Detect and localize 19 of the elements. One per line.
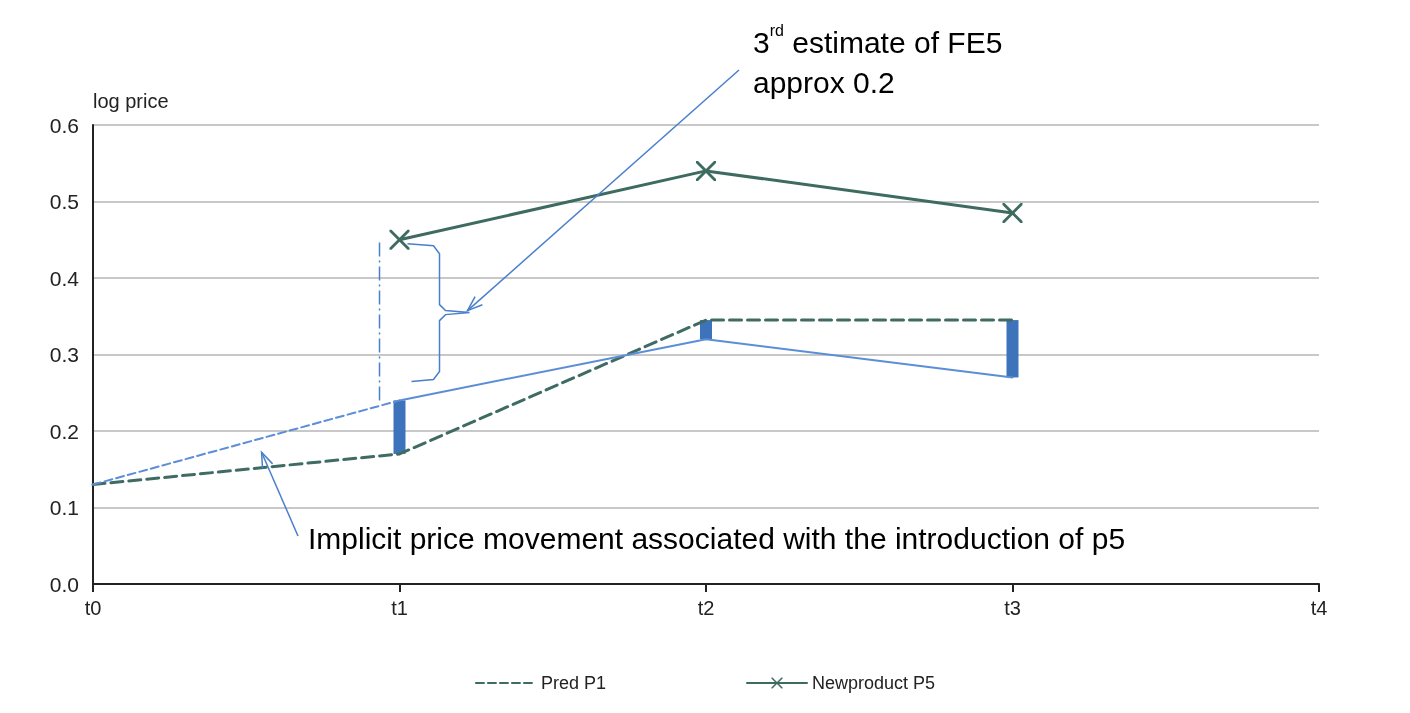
legend-label: Pred P1 [540,673,606,693]
y-tick-label: 0.6 [49,113,79,137]
y-tick-label: 0.5 [49,190,79,213]
x-tick-label: t1 [391,597,408,619]
x-tick-label: t0 [84,597,102,619]
point [1002,202,1023,223]
x-tick-label: t4 [1310,597,1328,619]
x-tick-label: t3 [1004,597,1021,619]
y-tick-label: 0.2 [49,419,79,443]
y-tick-label: 0.3 [49,343,79,366]
x-tick-label: t2 [697,597,715,619]
y-tick-label: 0.1 [49,496,79,519]
point [696,160,716,181]
y-tick-label: 0.4 [49,266,80,290]
point [389,229,410,250]
annotation: Implicit price movement associated with the introduction of p5 [308,521,1126,555]
legend-label: Newproduct P5 [811,673,936,693]
y-tick-label: 0.0 [49,572,79,596]
y-axis-title: log price [93,90,169,112]
